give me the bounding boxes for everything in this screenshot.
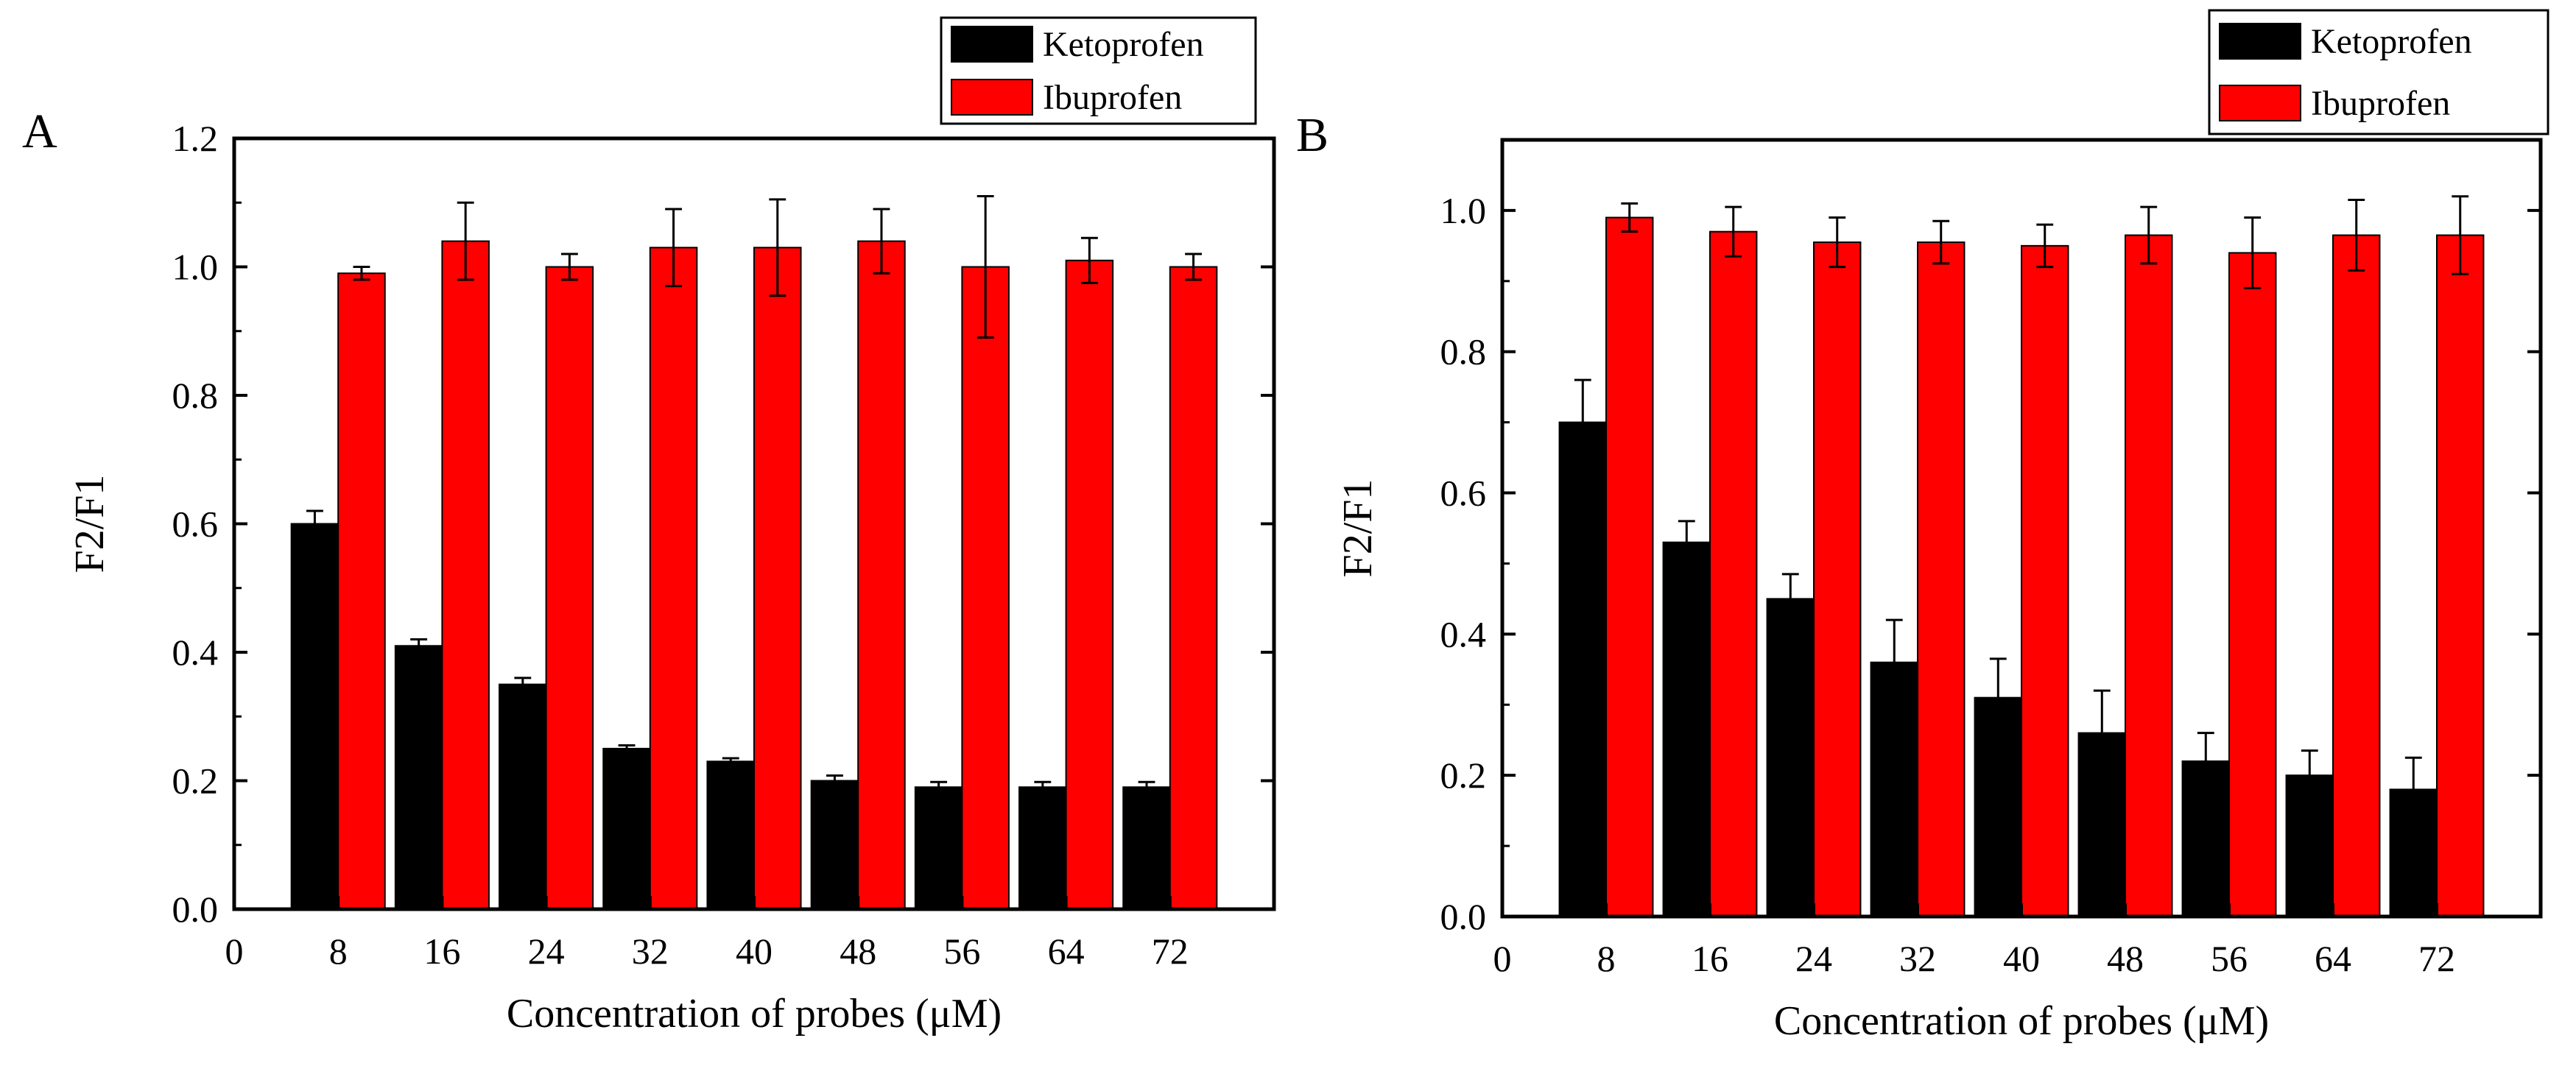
bar-ketoprofen (1662, 541, 1711, 917)
y-tick-label: 0.6 (1440, 473, 1487, 514)
x-tick-label: 72 (2418, 938, 2455, 979)
panel-label: A (22, 105, 57, 158)
x-tick-label: 8 (1597, 938, 1616, 979)
panel-b: B 0.0 0.2 0.4 0.6 0.8 1.0 0 8 16 24 32 40 48 56 64 72 Con… (1296, 9, 2549, 1044)
panel-a: A 0.0 0.2 0.4 0.6 0.8 1.0 1.2 0 8 16 24 32 40 48 56 64 72… (22, 16, 1276, 1037)
x-tick-label: 16 (1692, 938, 1728, 979)
x-tick-label: 56 (2211, 938, 2248, 979)
bar-ibuprofen (2332, 234, 2381, 917)
bar-ibuprofen (2228, 252, 2277, 918)
legend-swatch-ibuprofen (2219, 85, 2301, 121)
y-axis-title: F2/F1 (67, 475, 113, 573)
y-tick-label: 1.2 (172, 118, 219, 159)
bar-ibuprofen (649, 247, 698, 910)
bar-ibuprofen (2125, 234, 2173, 917)
bar-ibuprofen (1605, 216, 1654, 917)
bar-ketoprofen (1558, 421, 1608, 917)
x-tick-label: 0 (1493, 938, 1512, 979)
bar-ketoprofen (1122, 786, 1171, 910)
y-tick-label: 0.0 (172, 889, 219, 930)
bar-ketoprofen (499, 683, 547, 910)
bar-ibuprofen (857, 240, 906, 911)
x-tick-label: 64 (1048, 931, 1085, 972)
legend-label-ibuprofen: Ibuprofen (2311, 84, 2450, 123)
bar-ibuprofen (1065, 259, 1114, 910)
legend-swatch-ketoprofen (951, 26, 1033, 63)
bar-ibuprofen (1813, 241, 1862, 917)
bar-ibuprofen (2021, 244, 2069, 917)
x-axis-title: Concentration of probes (μM) (1774, 998, 2269, 1044)
x-tick-label: 32 (632, 931, 669, 972)
bar-ibuprofen (753, 247, 802, 910)
bar-ketoprofen (914, 786, 963, 910)
bar-ketoprofen (706, 760, 756, 910)
x-tick-label: 24 (1795, 938, 1832, 979)
bar-ketoprofen (394, 645, 443, 911)
y-tick-label: 1.0 (172, 247, 219, 288)
x-tick-label: 48 (840, 931, 876, 972)
legend-swatch-ibuprofen (951, 79, 1033, 116)
y-tick-label: 0.4 (172, 632, 219, 673)
bar-ketoprofen (602, 747, 651, 910)
x-tick-label: 40 (2003, 938, 2040, 979)
x-tick-label: 72 (1152, 931, 1189, 972)
legend-label-ibuprofen: Ibuprofen (1043, 78, 1182, 117)
y-tick-label: 0.2 (1440, 755, 1487, 796)
bar-ibuprofen (2436, 234, 2485, 917)
y-tick-label: 0.6 (172, 504, 219, 545)
x-tick-label: 16 (423, 931, 460, 972)
y-tick-label: 0.8 (1440, 331, 1487, 373)
x-tick-label: 48 (2107, 938, 2144, 979)
x-tick-label: 56 (943, 931, 980, 972)
y-tick-label: 1.0 (1440, 190, 1487, 231)
bar-ibuprofen (441, 240, 490, 911)
bar-ibuprofen (961, 266, 1010, 910)
x-tick-label: 32 (1899, 938, 1936, 979)
x-tick-label: 0 (225, 931, 244, 972)
x-axis-title: Concentration of probes (μM) (507, 991, 1002, 1037)
legend-label-ketoprofen: Ketoprofen (1043, 25, 1204, 64)
bar-ketoprofen (810, 780, 859, 910)
x-tick-label: 64 (2315, 938, 2351, 979)
bar-ibuprofen (1169, 266, 1218, 910)
bar-ibuprofen (337, 272, 386, 911)
legend-swatch-ketoprofen (2219, 23, 2301, 60)
bar-ibuprofen (1709, 230, 1758, 917)
bar-ibuprofen (545, 266, 594, 910)
legend-label-ketoprofen: Ketoprofen (2311, 22, 2472, 61)
y-axis-title: F2/F1 (1335, 479, 1381, 578)
y-tick-label: 0.0 (1440, 896, 1487, 937)
bar-ketoprofen (290, 523, 339, 910)
y-tick-label: 0.8 (172, 375, 219, 416)
bar-ketoprofen (1018, 786, 1067, 910)
y-tick-label: 0.2 (172, 760, 219, 802)
x-tick-label: 24 (528, 931, 565, 972)
x-tick-label: 40 (736, 931, 773, 972)
y-tick-label: 0.4 (1440, 613, 1487, 654)
bar-ketoprofen (1766, 598, 1815, 918)
bar-ibuprofen (1917, 241, 1966, 917)
x-tick-label: 8 (329, 931, 348, 972)
panel-label: B (1296, 108, 1329, 162)
